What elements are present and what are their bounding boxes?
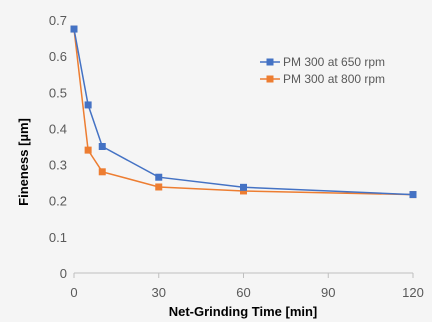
series-1-point xyxy=(70,25,78,33)
x-tick-label: 120 xyxy=(402,285,424,300)
y-tick-label: 0.6 xyxy=(49,49,67,64)
x-tick-label: 30 xyxy=(152,285,166,300)
y-axis-title: Fineness [µm] xyxy=(16,118,31,206)
series-1-point xyxy=(240,183,247,191)
series-2-line xyxy=(73,28,414,196)
series-1-point xyxy=(84,101,92,109)
legend-label: PM 300 at 800 rpm xyxy=(283,72,385,86)
series-2-point xyxy=(98,168,106,176)
series-1-point xyxy=(155,173,163,181)
x-tick-label: 90 xyxy=(321,285,335,300)
legend-label: PM 300 at 650 rpm xyxy=(283,55,385,69)
series-2-point xyxy=(84,146,92,154)
series-2 xyxy=(70,25,417,199)
series-2-point xyxy=(240,187,247,195)
legend: PM 300 at 650 rpm PM 300 at 800 rpm xyxy=(260,55,385,86)
series-1-point xyxy=(409,191,417,199)
series-1-point xyxy=(98,143,106,150)
legend-marker xyxy=(266,58,274,66)
y-tick-label: 0.1 xyxy=(49,230,67,245)
x-axis-ticks: 0 30 60 90 120 xyxy=(70,273,424,300)
series-layer xyxy=(70,25,417,199)
legend-item-1: PM 300 at 650 rpm xyxy=(260,55,385,69)
y-tick-label: 0.4 xyxy=(49,121,67,136)
x-tick-label: 60 xyxy=(236,285,250,300)
y-axis-ticks: 0 0.1 0.2 0.3 0.4 0.5 0.6 0.7 xyxy=(49,13,67,281)
series-2-point xyxy=(155,183,163,191)
y-tick-label: 0.2 xyxy=(49,194,67,209)
y-tick-label: 0.7 xyxy=(49,13,67,28)
legend-item-2: PM 300 at 800 rpm xyxy=(260,72,385,86)
x-tick-label: 0 xyxy=(70,285,77,300)
y-tick-label: 0.3 xyxy=(49,158,67,173)
x-axis-title: Net-Grinding Time [min] xyxy=(169,304,318,319)
legend-marker xyxy=(266,75,274,83)
y-tick-label: 0 xyxy=(60,266,67,281)
y-tick-label: 0.5 xyxy=(49,85,67,100)
series-1-line xyxy=(73,28,414,196)
series-1 xyxy=(70,25,417,199)
